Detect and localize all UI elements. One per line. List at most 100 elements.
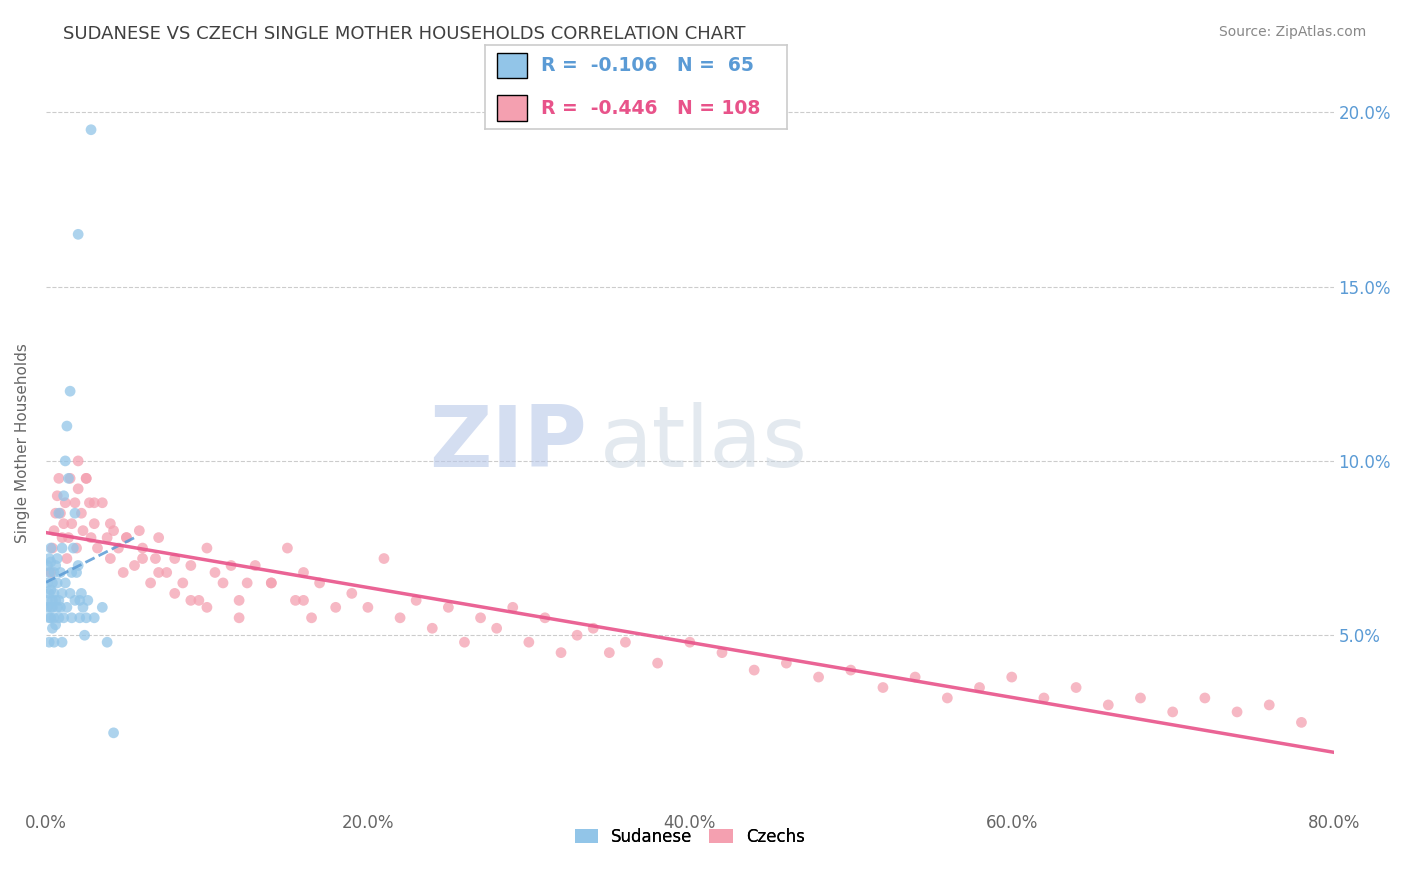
Point (69, 611, 91, 625)
Point (292, 593, 315, 607)
Point (83, 496, 105, 510)
Point (46, 600, 69, 615)
Point (128, 524, 150, 538)
Point (45, 558, 67, 573)
Point (46, 551, 69, 566)
Point (46, 489, 69, 503)
Point (172, 576, 194, 591)
Point (56, 419, 79, 434)
Text: ZIP: ZIP (429, 402, 586, 485)
Point (48, 471, 70, 485)
Point (124, 558, 146, 573)
Point (37, 593, 59, 607)
Point (969, 681, 991, 695)
Point (86, 541, 108, 555)
Point (67, 454, 90, 468)
Point (187, 593, 209, 607)
Point (245, 558, 267, 573)
Point (45, 593, 67, 607)
Point (1064, 681, 1087, 695)
Point (59, 471, 82, 485)
Point (96, 635, 118, 649)
Point (148, 531, 170, 545)
Point (70, 506, 93, 520)
FancyBboxPatch shape (498, 95, 527, 120)
Point (373, 551, 395, 566)
Point (39, 611, 62, 625)
Point (41, 621, 63, 635)
Point (112, 566, 135, 580)
Point (775, 656, 797, 670)
Point (49, 506, 72, 520)
Point (79, 496, 101, 510)
Point (69, 593, 91, 607)
Point (565, 628, 588, 642)
Point (41, 600, 63, 615)
Text: R =  -0.106   N =  65: R = -0.106 N = 65 (541, 56, 754, 75)
Point (204, 566, 226, 580)
Point (614, 635, 637, 649)
Point (75, 471, 97, 485)
Point (1161, 705, 1184, 719)
Point (107, 541, 129, 555)
Point (1291, 715, 1313, 730)
Point (453, 635, 475, 649)
Point (38, 551, 60, 566)
Point (80, 122, 103, 136)
Point (96, 531, 118, 545)
Point (37, 576, 59, 591)
Point (52, 516, 75, 531)
Point (1258, 698, 1281, 712)
Legend: Sudanese, Czechs: Sudanese, Czechs (568, 822, 811, 853)
Point (1032, 690, 1054, 705)
Point (131, 541, 153, 555)
Point (48, 611, 70, 625)
Point (872, 681, 894, 695)
Point (1001, 670, 1024, 684)
Point (163, 551, 186, 566)
Point (148, 566, 170, 580)
Point (228, 593, 250, 607)
Point (58, 471, 80, 485)
Point (284, 593, 307, 607)
Point (53, 496, 76, 510)
Point (37, 558, 59, 573)
Point (62, 541, 84, 555)
Point (936, 690, 959, 705)
Point (228, 611, 250, 625)
Y-axis label: Single Mother Households: Single Mother Households (15, 343, 30, 543)
Point (51, 635, 73, 649)
Point (60, 566, 83, 580)
Point (39, 566, 62, 580)
Point (60, 611, 83, 625)
Point (46, 576, 69, 591)
Point (52, 611, 75, 625)
Point (260, 576, 283, 591)
Point (51, 586, 73, 600)
Point (420, 621, 443, 635)
Point (679, 635, 702, 649)
Text: R =  -0.446   N = 108: R = -0.446 N = 108 (541, 99, 761, 118)
Point (70, 586, 93, 600)
Point (38, 611, 60, 625)
Point (301, 611, 323, 625)
Point (49, 566, 72, 580)
Point (156, 566, 179, 580)
Point (276, 541, 298, 555)
Point (742, 663, 765, 677)
Point (139, 576, 162, 591)
Point (711, 646, 734, 660)
Point (56, 600, 79, 615)
Point (51, 541, 73, 555)
Point (91, 600, 114, 615)
Point (39, 555, 62, 569)
Point (534, 611, 557, 625)
Point (195, 600, 218, 615)
Point (76, 593, 98, 607)
Point (42, 566, 65, 580)
Point (357, 600, 380, 615)
Point (163, 586, 186, 600)
Point (131, 551, 153, 566)
Point (58, 531, 80, 545)
Point (41, 593, 63, 607)
